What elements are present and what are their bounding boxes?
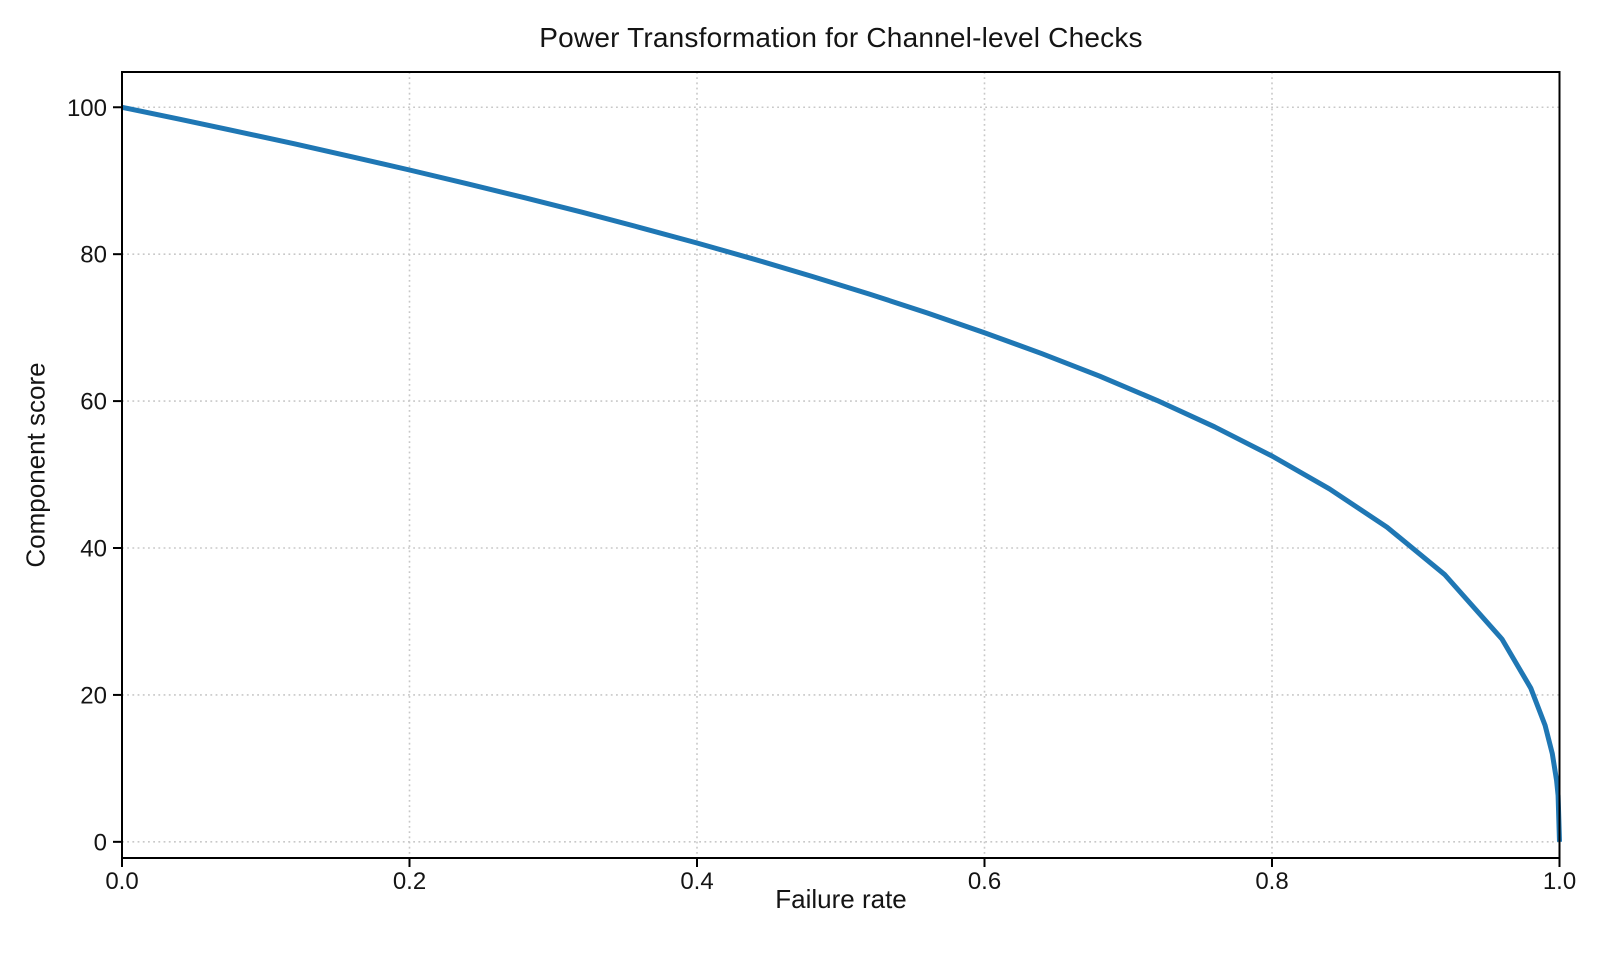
- chart-title: Power Transformation for Channel-level C…: [539, 22, 1143, 53]
- x-tick-label: 0.4: [680, 868, 713, 895]
- x-tick-label: 1.0: [1543, 868, 1576, 895]
- plot-frame: [121, 71, 1561, 859]
- y-tick-label: 60: [80, 389, 107, 416]
- x-axis-title: Failure rate: [775, 884, 907, 914]
- y-tick-label: 20: [80, 682, 107, 709]
- y-tick-label: 40: [80, 536, 107, 563]
- x-tick-label: 0.8: [1255, 868, 1288, 895]
- y-axis-title: Component score: [20, 362, 51, 568]
- y-tick-label: 100: [67, 95, 107, 122]
- y-tick-label: 80: [80, 242, 107, 269]
- x-tick-label: 0.0: [105, 868, 138, 895]
- x-tick-label: 0.6: [968, 868, 1001, 895]
- score-curve: [121, 104, 1562, 842]
- x-tick-label: 0.2: [393, 868, 426, 895]
- y-tick-label: 0: [94, 829, 107, 856]
